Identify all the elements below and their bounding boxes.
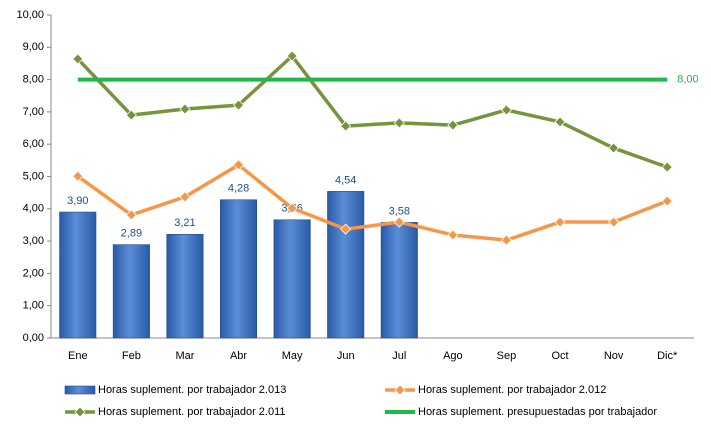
x-tick-label: Mar <box>175 350 194 362</box>
y-tick-label: 1,00 <box>23 300 44 312</box>
y-tick-label: 5,00 <box>23 170 44 182</box>
y-tick-label: 2,00 <box>23 267 44 279</box>
bar <box>380 222 418 339</box>
bar <box>59 211 97 339</box>
marker <box>447 229 459 241</box>
x-tick-label: Abr <box>230 350 247 362</box>
marker <box>72 170 84 182</box>
y-tick-label: 3,00 <box>23 235 44 247</box>
legend-label: Horas suplement. por trabajador 2.012 <box>418 384 606 396</box>
marker <box>447 119 459 131</box>
legend-label: Horas suplement. presupuestadas por trab… <box>418 406 657 418</box>
value-label: 4,54 <box>335 174 356 186</box>
x-tick-label: Jun <box>337 350 355 362</box>
marker <box>500 104 513 116</box>
y-tick-label: 9,00 <box>23 41 44 53</box>
marker <box>661 161 673 173</box>
line <box>76 54 668 169</box>
x-tick-label: Feb <box>122 350 141 362</box>
line <box>76 163 668 242</box>
y-tick-label: 8,00 <box>23 74 44 86</box>
x-tick-label: Jul <box>392 350 406 362</box>
bar <box>327 191 365 339</box>
value-label: 3,58 <box>389 205 410 217</box>
legend-marker <box>74 406 86 418</box>
marker <box>179 191 191 203</box>
marker <box>340 120 352 132</box>
legend-swatch <box>64 385 96 395</box>
marker <box>393 117 405 129</box>
x-tick-label: May <box>282 350 303 362</box>
marker <box>125 209 137 221</box>
marker <box>661 195 673 207</box>
value-label: 3,90 <box>67 195 88 207</box>
legend-label: Horas suplement. por trabajador 2.013 <box>98 384 286 396</box>
legend-marker <box>394 384 406 396</box>
value-label: 2,89 <box>121 228 142 240</box>
x-tick-label: Oct <box>551 350 568 362</box>
x-tick-label: Ene <box>68 350 88 362</box>
y-tick-label: 0,00 <box>23 332 44 344</box>
marker <box>72 53 84 65</box>
y-tick-label: 4,00 <box>23 203 44 215</box>
marker <box>286 202 298 214</box>
value-label: 3,21 <box>174 217 195 229</box>
x-tick-label: Dic* <box>657 350 678 362</box>
x-tick-label: Nov <box>604 350 624 362</box>
marker <box>554 116 566 128</box>
marker <box>179 103 191 115</box>
marker <box>500 234 513 246</box>
marker <box>554 216 566 228</box>
marker <box>393 216 405 228</box>
y-tick-label: 7,00 <box>23 106 44 118</box>
marker <box>125 109 137 121</box>
marker <box>608 142 620 154</box>
x-tick-label: Ago <box>443 350 463 362</box>
marker <box>608 216 620 228</box>
marker <box>232 159 245 171</box>
bar <box>220 199 258 339</box>
x-tick-label: Sep <box>497 350 517 362</box>
y-tick-label: 6,00 <box>23 138 44 150</box>
bar <box>112 244 150 339</box>
y-tick-label: 10,00 <box>16 9 44 21</box>
bar <box>166 234 204 339</box>
value-label: 8,00 <box>677 74 698 86</box>
bar <box>273 219 311 339</box>
legend-label: Horas suplement. por trabajador 2.011 <box>98 406 286 418</box>
marker <box>340 223 352 235</box>
value-label: 4,28 <box>228 183 249 195</box>
marker <box>232 99 245 111</box>
marker <box>286 50 298 62</box>
